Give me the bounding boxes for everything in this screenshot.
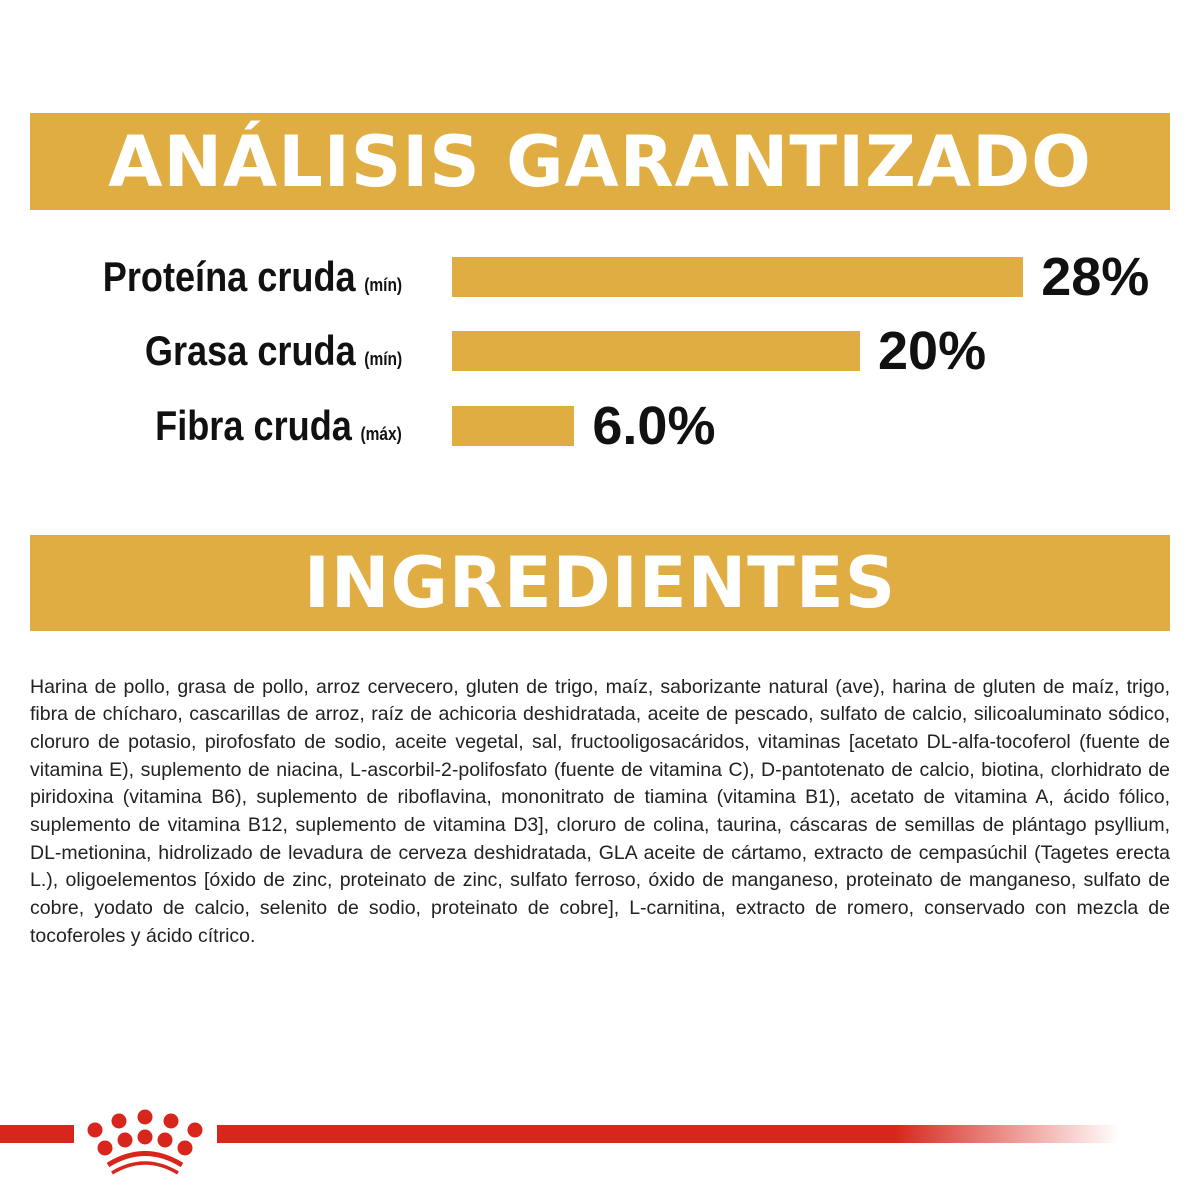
nutrient-qualifier: (mín): [364, 275, 402, 295]
nutrient-qualifier: (máx): [360, 424, 402, 444]
analysis-label: Grasa cruda (mín): [145, 329, 402, 381]
footer-line-right: [217, 1125, 1120, 1143]
ingredients-header: INGREDIENTES: [30, 535, 1170, 631]
royal-canin-crown-icon: [0, 1109, 1120, 1175]
analysis-value: 20%: [878, 321, 987, 381]
analysis-header: ANÁLISIS GARANTIZADO: [30, 113, 1170, 210]
ingredients-text: Harina de pollo, grasa de pollo, arroz c…: [30, 675, 1170, 947]
analysis-value: 6.0%: [592, 396, 716, 456]
analysis-bar: [452, 257, 1024, 297]
analysis-row-fat: Grasa cruda (mín) 20%: [0, 323, 1200, 379]
nutrient-name: Proteína cruda: [102, 253, 356, 300]
analysis-label: Fibra cruda (máx): [155, 404, 402, 456]
analysis-row-fiber: Fibra cruda (máx) 6.0%: [0, 398, 1200, 454]
ingredients-title: INGREDIENTES: [303, 542, 897, 624]
analysis-bar: [452, 331, 860, 371]
analysis-title: ANÁLISIS GARANTIZADO: [108, 120, 1092, 203]
nutrient-qualifier: (mín): [364, 349, 402, 369]
analysis-value: 28%: [1041, 247, 1150, 307]
footer-line-left: [0, 1125, 74, 1143]
analysis-bar: [452, 406, 575, 446]
nutrient-name: Fibra cruda: [155, 402, 353, 449]
nutrient-name: Grasa cruda: [144, 327, 356, 374]
analysis-row-protein: Proteína cruda (mín) 28%: [0, 249, 1200, 305]
analysis-label: Proteína cruda (mín): [103, 255, 402, 307]
